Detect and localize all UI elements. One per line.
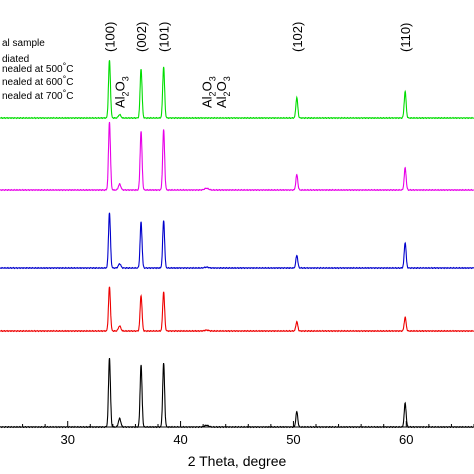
x-tick-label: 60 <box>399 432 413 447</box>
legend-entry: nealed at 600°C <box>2 74 73 88</box>
phase-label: Al2O3 <box>200 76 218 108</box>
peak-label: (002) <box>134 22 149 52</box>
series-line <box>0 60 474 120</box>
x-tick-label: 50 <box>286 432 300 447</box>
series-line <box>0 121 474 192</box>
peak-label: (101) <box>157 22 172 52</box>
phase-label: Al2O3 <box>214 76 232 108</box>
x-tick-label: 40 <box>173 432 187 447</box>
x-axis: 30 40 50 60 2 Theta, degree <box>0 421 474 469</box>
legend-entry: al sample <box>2 38 45 49</box>
phase-label: Al2O3 <box>113 76 131 108</box>
series-line <box>0 358 474 429</box>
peak-label-group: (100) (002) (101) (102) (110) <box>103 22 414 52</box>
x-axis-title: 2 Theta, degree <box>188 453 287 469</box>
legend-entry: diated <box>2 54 29 65</box>
legend: al sample diated nealed at 500°C nealed … <box>2 38 73 102</box>
peak-label: (100) <box>103 22 118 52</box>
peak-label: (110) <box>398 23 413 52</box>
legend-entry: nealed at 700°C <box>2 88 73 102</box>
series-line <box>0 286 474 333</box>
x-tick-group: 30 40 50 60 <box>22 421 474 447</box>
x-tick-label: 30 <box>60 432 74 447</box>
legend-entry: nealed at 500°C <box>2 61 73 75</box>
series-line <box>0 212 474 270</box>
peak-label: (102) <box>290 22 305 52</box>
trace-group <box>0 60 474 429</box>
